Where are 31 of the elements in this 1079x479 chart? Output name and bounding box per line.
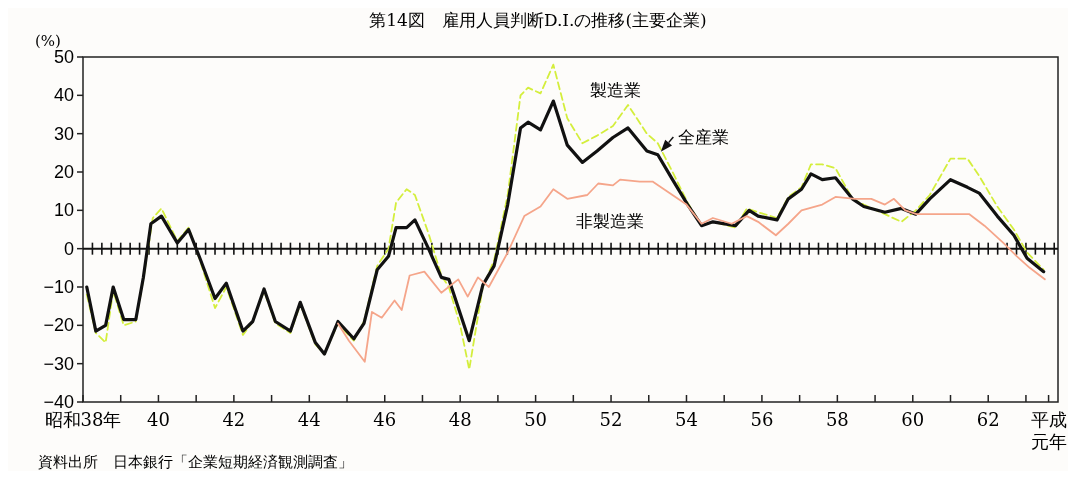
x-tick-label: 46 bbox=[373, 409, 397, 430]
y-axis-title: (%) bbox=[35, 32, 61, 50]
x-tick-label: 58 bbox=[825, 409, 849, 430]
x-tick-label: 50 bbox=[524, 409, 548, 430]
x-tick-label: 52 bbox=[599, 409, 623, 430]
x-tick-label: 平成元年 bbox=[1030, 409, 1067, 452]
y-tick-label: −30 bbox=[43, 353, 74, 374]
y-tick-label: −10 bbox=[43, 277, 74, 297]
x-tick-label: 昭和38年 bbox=[44, 409, 122, 430]
legend-label: 全産業 bbox=[677, 127, 729, 148]
y-tick-label: −20 bbox=[43, 315, 74, 336]
x-tick-label: 44 bbox=[297, 409, 321, 430]
line-series bbox=[337, 178, 1046, 363]
x-tick-label: 54 bbox=[675, 409, 698, 430]
y-tick-label: 50 bbox=[53, 47, 74, 67]
text: 資料出所 日本銀行「企業短期経済観測調査」 bbox=[38, 453, 353, 471]
chart-title: 第14図 雇用人員判断D.I.の推移(主要企業) bbox=[369, 10, 707, 30]
y-tick-label: −40 bbox=[43, 392, 74, 412]
series-label: 非製造業 bbox=[576, 210, 645, 231]
x-tick-label: 56 bbox=[750, 409, 774, 430]
y-tick-label: 30 bbox=[53, 123, 74, 144]
series-label: 製造業 bbox=[589, 79, 641, 100]
x-tick-label: 42 bbox=[222, 409, 246, 430]
y-tick-label: 10 bbox=[53, 200, 74, 221]
y-tick-label: 40 bbox=[53, 85, 74, 106]
x-tick-label: 60 bbox=[901, 409, 925, 430]
y-tick-label: 0 bbox=[63, 238, 74, 259]
x-tick-label: 62 bbox=[976, 409, 1000, 430]
x-tick-label: 48 bbox=[448, 409, 472, 430]
y-tick-label: 20 bbox=[53, 162, 74, 182]
x-tick-label: 40 bbox=[146, 409, 170, 430]
